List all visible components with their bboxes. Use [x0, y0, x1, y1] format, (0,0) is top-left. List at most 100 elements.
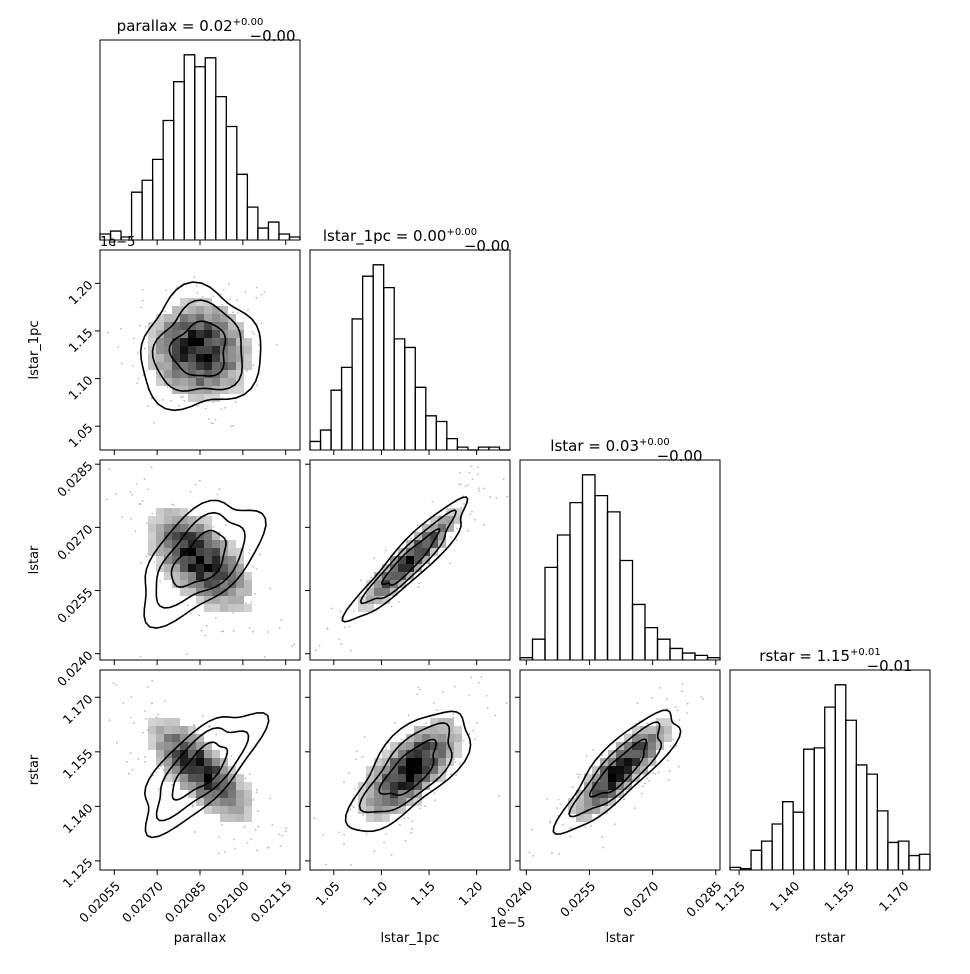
density-cell [164, 742, 172, 750]
density-cell [180, 556, 188, 564]
sample-point [343, 833, 345, 836]
density-cell [148, 338, 156, 346]
hist-bar-lstar_1pc [361, 275, 374, 450]
hist-bar-parallax [130, 191, 143, 240]
hist-bar-rstar [845, 719, 857, 870]
density-cell [616, 758, 624, 766]
contour-line [359, 509, 457, 605]
sample-point [105, 498, 108, 501]
density-cell [640, 758, 648, 766]
density-cell [172, 726, 180, 734]
density-cell [358, 604, 366, 612]
sample-point [469, 513, 472, 516]
sample-point [404, 839, 407, 842]
density-cell [236, 564, 244, 572]
hist-bar-lstar [694, 654, 709, 660]
density-cell [196, 774, 204, 782]
sample-point [220, 293, 223, 296]
density-cell [430, 516, 438, 524]
density-cell [172, 378, 180, 386]
hist-bar-lstar [656, 638, 671, 660]
hist-bar-parallax [215, 95, 227, 240]
sample-point [158, 767, 160, 770]
sample-point [193, 831, 196, 833]
density-cell [228, 354, 236, 362]
density-cell [212, 758, 220, 766]
sample-point [278, 627, 281, 630]
y-tick-label-lstar_1pc: 1.20 [65, 277, 95, 307]
density-cell [454, 742, 462, 750]
density-cell [156, 750, 164, 758]
x-tick-label-lstar_1pc: 1.10 [360, 878, 390, 908]
y-axis-label-lstar: lstar [27, 545, 42, 574]
sample-point [672, 738, 675, 741]
sample-point [486, 706, 489, 709]
density-cell [196, 524, 204, 532]
density-cell [172, 314, 180, 322]
hist-bar-lstar_1pc [340, 366, 353, 450]
density-cell [172, 516, 180, 524]
x-tick-label-lstar_1pc: 1.15 [408, 878, 438, 908]
density-cell [454, 734, 462, 742]
sample-point [459, 483, 462, 485]
density-cell [148, 362, 156, 370]
density-cell [430, 766, 438, 774]
sample-point [462, 739, 465, 742]
density-cell [204, 516, 212, 524]
x-tick-label-lstar: 0.0240 [494, 878, 536, 920]
density-cell [172, 370, 180, 378]
sample-point [390, 605, 393, 608]
density-cell [446, 718, 454, 726]
density-cell [204, 370, 212, 378]
sample-point [256, 384, 258, 387]
sample-point [350, 804, 353, 807]
sample-point [592, 749, 595, 751]
sample-point [139, 324, 141, 327]
sample-point [651, 696, 653, 699]
hist-bar-parallax [109, 230, 122, 240]
density-cell [608, 798, 616, 806]
density-cell [228, 362, 236, 370]
sample-point [170, 503, 173, 506]
density-cell [446, 742, 454, 750]
density-cell [430, 548, 438, 556]
density-cell [220, 790, 228, 798]
sample-point [153, 421, 156, 424]
density-cell [398, 758, 406, 766]
sample-point [153, 561, 156, 563]
density-cell [228, 596, 236, 604]
sample-point [343, 780, 345, 783]
density-cell [640, 742, 648, 750]
density-cell [212, 806, 220, 814]
contour-line [155, 511, 246, 609]
density-cell [188, 394, 196, 402]
density-cell [414, 548, 422, 556]
density-cell [204, 386, 212, 394]
sample-point [528, 851, 531, 854]
sample-point [221, 304, 224, 306]
sample-point [263, 290, 266, 293]
density-cell [196, 758, 204, 766]
density-cell [236, 386, 244, 394]
density-cell [180, 378, 188, 386]
panel-title-lstar_1pc: lstar_1pc = 0.00+0.00 [323, 227, 477, 246]
density-cell [430, 718, 438, 726]
density-cell [220, 314, 228, 322]
sample-point [279, 845, 282, 847]
density-cell [390, 766, 398, 774]
sample-point [248, 549, 251, 552]
density-cell [406, 790, 414, 798]
density-cell [180, 508, 188, 516]
sample-point [232, 630, 235, 632]
density-cell [228, 330, 236, 338]
sample-point [189, 612, 192, 615]
sample-point [247, 309, 249, 311]
density-cell [398, 798, 406, 806]
density-cell [196, 516, 204, 524]
density-cell [212, 766, 220, 774]
density-cell [220, 370, 228, 378]
sample-point [394, 721, 396, 724]
density-cell [148, 354, 156, 362]
density-cell [188, 338, 196, 346]
sample-point [449, 562, 451, 565]
